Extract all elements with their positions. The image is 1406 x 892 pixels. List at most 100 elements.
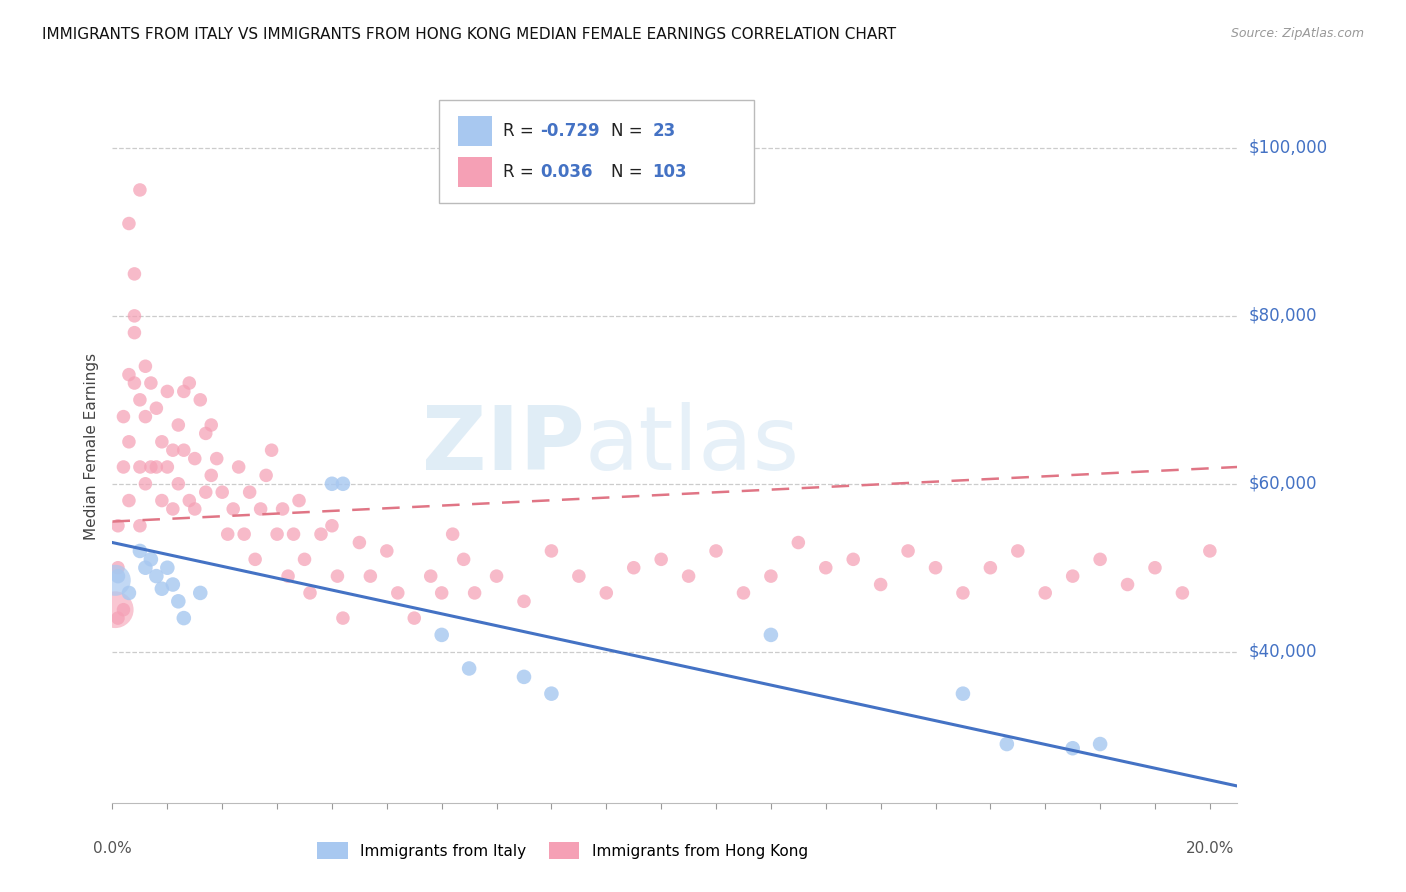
Text: 20.0%: 20.0% [1185,840,1234,855]
Point [118,368,141,382]
Point [129,183,152,197]
Text: 0.0%: 0.0% [93,840,132,855]
Point [1088,737,1111,751]
Text: N =: N = [610,122,648,140]
Point [513,594,536,608]
Point [156,384,179,399]
Point [375,544,398,558]
Point [419,569,441,583]
Point [359,569,381,583]
Point [239,485,262,500]
Text: -0.729: -0.729 [540,122,599,140]
Point [759,569,782,583]
Point [184,451,207,466]
Point [179,376,201,390]
Point [167,594,190,608]
Point [134,409,156,424]
Point [1007,544,1029,558]
Point [952,586,974,600]
Point [184,502,207,516]
Point [430,628,453,642]
Point [156,560,179,574]
Point [1062,569,1084,583]
Point [288,493,311,508]
Point [924,560,946,574]
Point [107,611,129,625]
Point [150,493,173,508]
Text: atlas: atlas [585,402,800,490]
Point [568,569,591,583]
Point [124,376,146,390]
Point [1033,586,1056,600]
FancyBboxPatch shape [439,100,754,203]
Text: $60,000: $60,000 [1249,475,1317,492]
Point [842,552,865,566]
Point [243,552,266,566]
Point [211,485,233,500]
Point [134,476,156,491]
Point [623,560,645,574]
Point [453,552,475,566]
Point [787,535,810,549]
Point [404,611,426,625]
Point [129,460,152,475]
Point [349,535,371,549]
Text: $40,000: $40,000 [1249,642,1317,661]
Point [298,586,321,600]
Point [1116,577,1139,591]
FancyBboxPatch shape [458,116,492,146]
Point [118,586,141,600]
Point [1143,560,1166,574]
Point [1088,552,1111,566]
Point [332,611,354,625]
Point [595,586,617,600]
Point [173,384,195,399]
Point [112,409,135,424]
Point [441,527,464,541]
Point [309,527,332,541]
Point [145,569,167,583]
Point [733,586,755,600]
Y-axis label: Median Female Earnings: Median Female Earnings [83,352,98,540]
Point [173,611,195,625]
Point [188,392,211,407]
Point [139,552,162,566]
Text: $100,000: $100,000 [1249,139,1327,157]
Point [112,603,135,617]
Point [129,392,152,407]
Point [112,460,135,475]
Point [162,443,184,458]
Point [650,552,672,566]
Point [179,493,201,508]
Point [979,560,1001,574]
Point [540,544,562,558]
Point [332,476,354,491]
Point [222,502,245,516]
Text: 103: 103 [652,163,688,181]
Point [129,518,152,533]
Point [104,603,127,617]
Point [134,359,156,374]
Point [952,687,974,701]
Text: R =: R = [503,163,538,181]
Point [167,476,190,491]
Point [167,417,190,432]
Point [254,468,277,483]
Point [173,443,195,458]
Point [271,502,294,516]
Text: R =: R = [503,122,538,140]
Point [124,326,146,340]
Text: Source: ZipAtlas.com: Source: ZipAtlas.com [1230,27,1364,40]
Point [228,460,250,475]
Point [124,267,146,281]
Text: ZIP: ZIP [422,402,585,490]
Point [1062,741,1084,756]
Point [118,493,141,508]
Point [513,670,536,684]
Point [430,586,453,600]
Point [188,586,211,600]
Text: 0.036: 0.036 [540,163,592,181]
Point [139,460,162,475]
Point [233,527,256,541]
Point [200,417,222,432]
